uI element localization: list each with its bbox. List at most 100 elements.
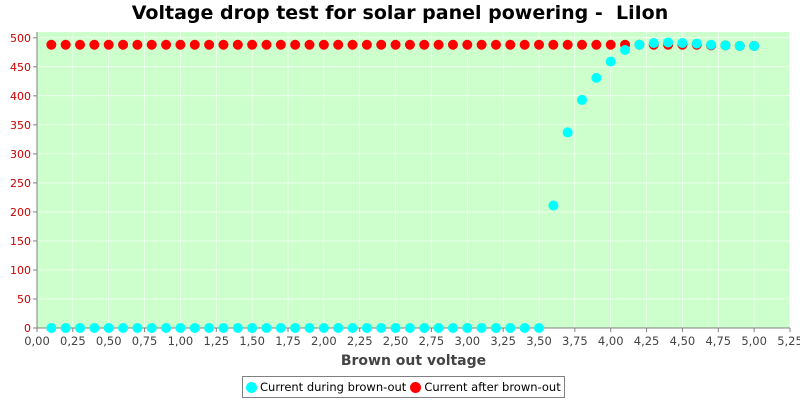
point-current-during-brown-out xyxy=(376,323,387,333)
y-tick-label: 500 xyxy=(10,32,31,45)
point-current-during-brown-out xyxy=(749,40,760,51)
point-current-after-brown-out xyxy=(605,39,616,50)
x-tick-label: 1,50 xyxy=(239,334,265,348)
point-current-after-brown-out xyxy=(175,39,186,50)
point-current-during-brown-out xyxy=(304,323,315,333)
point-current-after-brown-out xyxy=(534,39,544,50)
point-current-after-brown-out xyxy=(562,39,573,50)
point-current-during-brown-out xyxy=(476,323,487,333)
point-current-during-brown-out xyxy=(691,38,702,49)
legend: Current during brown-out Current after b… xyxy=(242,376,565,398)
x-tick-label: 2,25 xyxy=(347,334,373,348)
point-current-during-brown-out xyxy=(218,323,229,333)
point-current-during-brown-out xyxy=(161,323,172,333)
point-current-after-brown-out xyxy=(404,39,415,50)
point-current-during-brown-out xyxy=(620,44,631,55)
x-tick-label: 2,50 xyxy=(383,334,409,348)
plot-area xyxy=(37,32,790,328)
y-tick-label: 200 xyxy=(10,206,31,219)
point-current-after-brown-out xyxy=(548,39,559,50)
x-tick-label: 4,50 xyxy=(670,334,696,348)
x-tick-label: 3,50 xyxy=(526,334,552,348)
point-current-after-brown-out xyxy=(275,39,286,50)
point-current-after-brown-out xyxy=(505,39,516,50)
x-tick-label: 4,00 xyxy=(598,334,624,348)
point-current-during-brown-out xyxy=(562,127,573,138)
point-current-after-brown-out xyxy=(89,39,100,50)
point-current-during-brown-out xyxy=(634,39,645,50)
y-tick-label: 250 xyxy=(10,177,31,190)
point-current-after-brown-out xyxy=(247,39,258,50)
point-current-during-brown-out xyxy=(577,94,588,105)
point-current-during-brown-out xyxy=(75,323,86,333)
point-current-during-brown-out xyxy=(591,72,602,83)
x-tick-label: 4,75 xyxy=(705,334,731,348)
x-tick-label: 4,25 xyxy=(634,334,660,348)
x-axis-label: Brown out voltage xyxy=(341,353,486,369)
point-current-after-brown-out xyxy=(577,39,588,50)
x-tick-label: 3,75 xyxy=(562,334,588,348)
point-current-during-brown-out xyxy=(390,323,401,333)
point-current-during-brown-out xyxy=(103,323,114,333)
point-current-after-brown-out xyxy=(419,39,430,50)
point-current-after-brown-out xyxy=(376,39,387,50)
legend-label-during: Current during brown-out xyxy=(260,380,407,394)
point-current-during-brown-out xyxy=(419,323,430,333)
x-tick-label: 1,25 xyxy=(203,334,229,348)
x-tick-label: 1,00 xyxy=(168,334,194,348)
y-tick-label: 150 xyxy=(10,235,31,248)
point-current-during-brown-out xyxy=(118,323,129,333)
point-current-during-brown-out xyxy=(204,323,215,333)
chart-title: Voltage drop test for solar panel poweri… xyxy=(131,2,669,24)
point-current-after-brown-out xyxy=(204,39,215,50)
point-current-during-brown-out xyxy=(404,323,415,333)
y-tick-label: 0 xyxy=(24,322,31,335)
y-tick-label: 100 xyxy=(10,264,31,277)
legend-swatch-during xyxy=(246,381,257,393)
point-current-after-brown-out xyxy=(347,39,358,50)
point-current-during-brown-out xyxy=(706,39,717,50)
y-tick-label: 350 xyxy=(10,119,31,132)
point-current-after-brown-out xyxy=(261,39,272,50)
point-current-during-brown-out xyxy=(548,200,559,211)
y-tick-label: 400 xyxy=(10,90,31,103)
x-tick-label: 3,00 xyxy=(454,334,480,348)
point-current-after-brown-out xyxy=(361,39,372,50)
point-current-during-brown-out xyxy=(347,323,358,333)
point-current-after-brown-out xyxy=(118,39,129,50)
point-current-after-brown-out xyxy=(60,39,71,50)
point-current-during-brown-out xyxy=(46,323,57,333)
x-tick-label: 2,75 xyxy=(419,334,445,348)
point-current-during-brown-out xyxy=(232,323,243,333)
legend-item-after: Current after brown-out xyxy=(410,380,561,394)
point-current-after-brown-out xyxy=(75,39,86,50)
point-current-during-brown-out xyxy=(60,323,71,333)
point-current-after-brown-out xyxy=(304,39,315,50)
y-tick-label: 450 xyxy=(10,61,31,74)
point-current-after-brown-out xyxy=(132,39,143,50)
point-current-during-brown-out xyxy=(189,323,200,333)
point-current-during-brown-out xyxy=(490,323,501,333)
point-current-during-brown-out xyxy=(261,323,272,333)
point-current-after-brown-out xyxy=(218,39,229,50)
point-current-during-brown-out xyxy=(275,323,286,333)
point-current-after-brown-out xyxy=(519,39,530,50)
data-points xyxy=(46,37,760,333)
point-current-during-brown-out xyxy=(519,323,530,333)
point-current-during-brown-out xyxy=(663,37,674,48)
x-tick-label: 0,00 xyxy=(24,334,50,348)
point-current-during-brown-out xyxy=(734,40,745,51)
x-tick-label: 3,25 xyxy=(490,334,516,348)
point-current-after-brown-out xyxy=(490,39,501,50)
point-current-during-brown-out xyxy=(677,38,688,49)
legend-swatch-after xyxy=(410,381,422,393)
point-current-after-brown-out xyxy=(318,39,329,50)
point-current-after-brown-out xyxy=(462,39,473,50)
point-current-during-brown-out xyxy=(290,323,301,333)
y-tick-label: 50 xyxy=(17,293,31,306)
point-current-during-brown-out xyxy=(505,323,516,333)
point-current-after-brown-out xyxy=(290,39,301,50)
point-current-during-brown-out xyxy=(361,323,372,333)
point-current-during-brown-out xyxy=(433,323,444,333)
